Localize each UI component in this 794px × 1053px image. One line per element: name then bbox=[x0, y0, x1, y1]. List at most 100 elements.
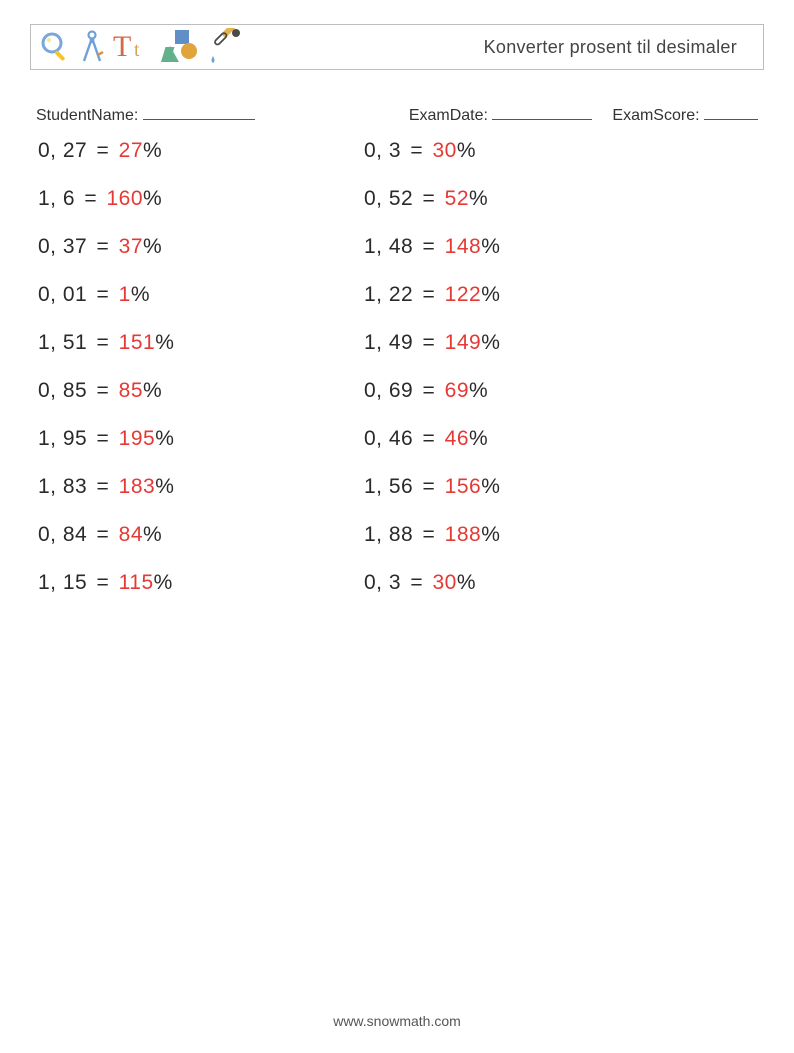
percent-sign: % bbox=[481, 331, 500, 354]
exam-score-blank bbox=[704, 104, 758, 120]
equals-sign: = bbox=[87, 427, 118, 450]
problem-answer: 183 bbox=[119, 475, 156, 498]
problem-right-6: 0, 46 = 46% bbox=[364, 427, 762, 451]
problem-decimal: 1, 56 bbox=[364, 475, 413, 498]
equals-sign: = bbox=[413, 283, 444, 306]
header-icons: T t bbox=[39, 28, 241, 66]
problems-grid: 0, 27 = 27%0, 3 = 30%1, 6 = 160%0, 52 = … bbox=[38, 139, 762, 595]
equals-sign: = bbox=[413, 331, 444, 354]
meta-row: StudentName: ExamDate: ExamScore: bbox=[36, 104, 758, 125]
percent-sign: % bbox=[155, 427, 174, 450]
problem-answer: 1 bbox=[119, 283, 131, 306]
percent-sign: % bbox=[143, 379, 162, 402]
header-box: T t Konverter prosent til desimaler bbox=[30, 24, 764, 70]
problem-left-0: 0, 27 = 27% bbox=[38, 139, 364, 163]
equals-sign: = bbox=[87, 379, 118, 402]
problem-answer: 160 bbox=[106, 187, 143, 210]
problem-right-3: 1, 22 = 122% bbox=[364, 283, 762, 307]
equals-sign: = bbox=[413, 475, 444, 498]
percent-sign: % bbox=[143, 187, 162, 210]
equals-sign: = bbox=[401, 139, 432, 162]
problem-decimal: 1, 51 bbox=[38, 331, 87, 354]
problem-answer: 46 bbox=[445, 427, 469, 450]
problem-left-7: 1, 83 = 183% bbox=[38, 475, 364, 499]
footer-url: www.snowmath.com bbox=[0, 1013, 794, 1029]
problem-right-1: 0, 52 = 52% bbox=[364, 187, 762, 211]
problem-left-1: 1, 6 = 160% bbox=[38, 187, 364, 211]
percent-sign: % bbox=[481, 283, 500, 306]
exam-score-label: ExamScore: bbox=[612, 107, 699, 124]
exam-date-label: ExamDate: bbox=[409, 107, 488, 124]
equals-sign: = bbox=[413, 427, 444, 450]
problem-answer: 122 bbox=[445, 283, 482, 306]
problem-decimal: 1, 88 bbox=[364, 523, 413, 546]
problem-left-4: 1, 51 = 151% bbox=[38, 331, 364, 355]
problem-decimal: 0, 52 bbox=[364, 187, 413, 210]
equals-sign: = bbox=[87, 283, 118, 306]
worksheet-title: Konverter prosent til desimaler bbox=[484, 37, 751, 58]
equals-sign: = bbox=[87, 523, 118, 546]
percent-sign: % bbox=[155, 331, 174, 354]
problem-decimal: 1, 22 bbox=[364, 283, 413, 306]
magnifier-icon bbox=[39, 30, 71, 64]
problem-decimal: 1, 15 bbox=[38, 571, 87, 594]
compass-icon bbox=[79, 29, 105, 65]
percent-sign: % bbox=[481, 475, 500, 498]
problem-decimal: 1, 6 bbox=[38, 187, 75, 210]
equals-sign: = bbox=[413, 523, 444, 546]
svg-text:t: t bbox=[134, 39, 140, 61]
problem-answer: 30 bbox=[432, 139, 456, 162]
problem-answer: 188 bbox=[445, 523, 482, 546]
problem-decimal: 1, 49 bbox=[364, 331, 413, 354]
problem-answer: 195 bbox=[119, 427, 156, 450]
problem-decimal: 0, 27 bbox=[38, 139, 87, 162]
problem-decimal: 1, 95 bbox=[38, 427, 87, 450]
percent-sign: % bbox=[481, 235, 500, 258]
problem-answer: 69 bbox=[445, 379, 469, 402]
problem-decimal: 0, 3 bbox=[364, 571, 401, 594]
problem-right-9: 0, 3 = 30% bbox=[364, 571, 762, 595]
problem-answer: 84 bbox=[119, 523, 143, 546]
percent-sign: % bbox=[143, 139, 162, 162]
percent-sign: % bbox=[457, 571, 476, 594]
dropper-icon bbox=[207, 28, 241, 66]
percent-sign: % bbox=[457, 139, 476, 162]
percent-sign: % bbox=[143, 523, 162, 546]
problem-left-6: 1, 95 = 195% bbox=[38, 427, 364, 451]
problem-answer: 151 bbox=[119, 331, 156, 354]
equals-sign: = bbox=[413, 235, 444, 258]
problem-left-2: 0, 37 = 37% bbox=[38, 235, 364, 259]
student-name-field: StudentName: bbox=[36, 104, 255, 125]
equals-sign: = bbox=[87, 235, 118, 258]
equals-sign: = bbox=[87, 475, 118, 498]
student-name-label: StudentName: bbox=[36, 107, 138, 124]
equals-sign: = bbox=[87, 331, 118, 354]
problem-answer: 148 bbox=[445, 235, 482, 258]
problem-answer: 149 bbox=[445, 331, 482, 354]
exam-date-blank bbox=[492, 104, 592, 120]
percent-sign: % bbox=[469, 187, 488, 210]
problem-decimal: 0, 85 bbox=[38, 379, 87, 402]
problem-right-0: 0, 3 = 30% bbox=[364, 139, 762, 163]
problem-answer: 85 bbox=[119, 379, 143, 402]
percent-sign: % bbox=[469, 379, 488, 402]
percent-sign: % bbox=[481, 523, 500, 546]
problem-left-3: 0, 01 = 1% bbox=[38, 283, 364, 307]
problem-answer: 37 bbox=[119, 235, 143, 258]
equals-sign: = bbox=[87, 139, 118, 162]
equals-sign: = bbox=[75, 187, 106, 210]
problem-left-9: 1, 15 = 115% bbox=[38, 571, 364, 595]
problem-answer: 30 bbox=[432, 571, 456, 594]
problem-answer: 52 bbox=[445, 187, 469, 210]
equals-sign: = bbox=[401, 571, 432, 594]
problem-decimal: 0, 01 bbox=[38, 283, 87, 306]
percent-sign: % bbox=[469, 427, 488, 450]
problem-right-4: 1, 49 = 149% bbox=[364, 331, 762, 355]
problem-left-5: 0, 85 = 85% bbox=[38, 379, 364, 403]
problem-right-2: 1, 48 = 148% bbox=[364, 235, 762, 259]
percent-sign: % bbox=[143, 235, 162, 258]
equals-sign: = bbox=[413, 379, 444, 402]
problem-left-8: 0, 84 = 84% bbox=[38, 523, 364, 547]
problem-decimal: 1, 48 bbox=[364, 235, 413, 258]
exam-score-field: ExamScore: bbox=[612, 104, 758, 125]
